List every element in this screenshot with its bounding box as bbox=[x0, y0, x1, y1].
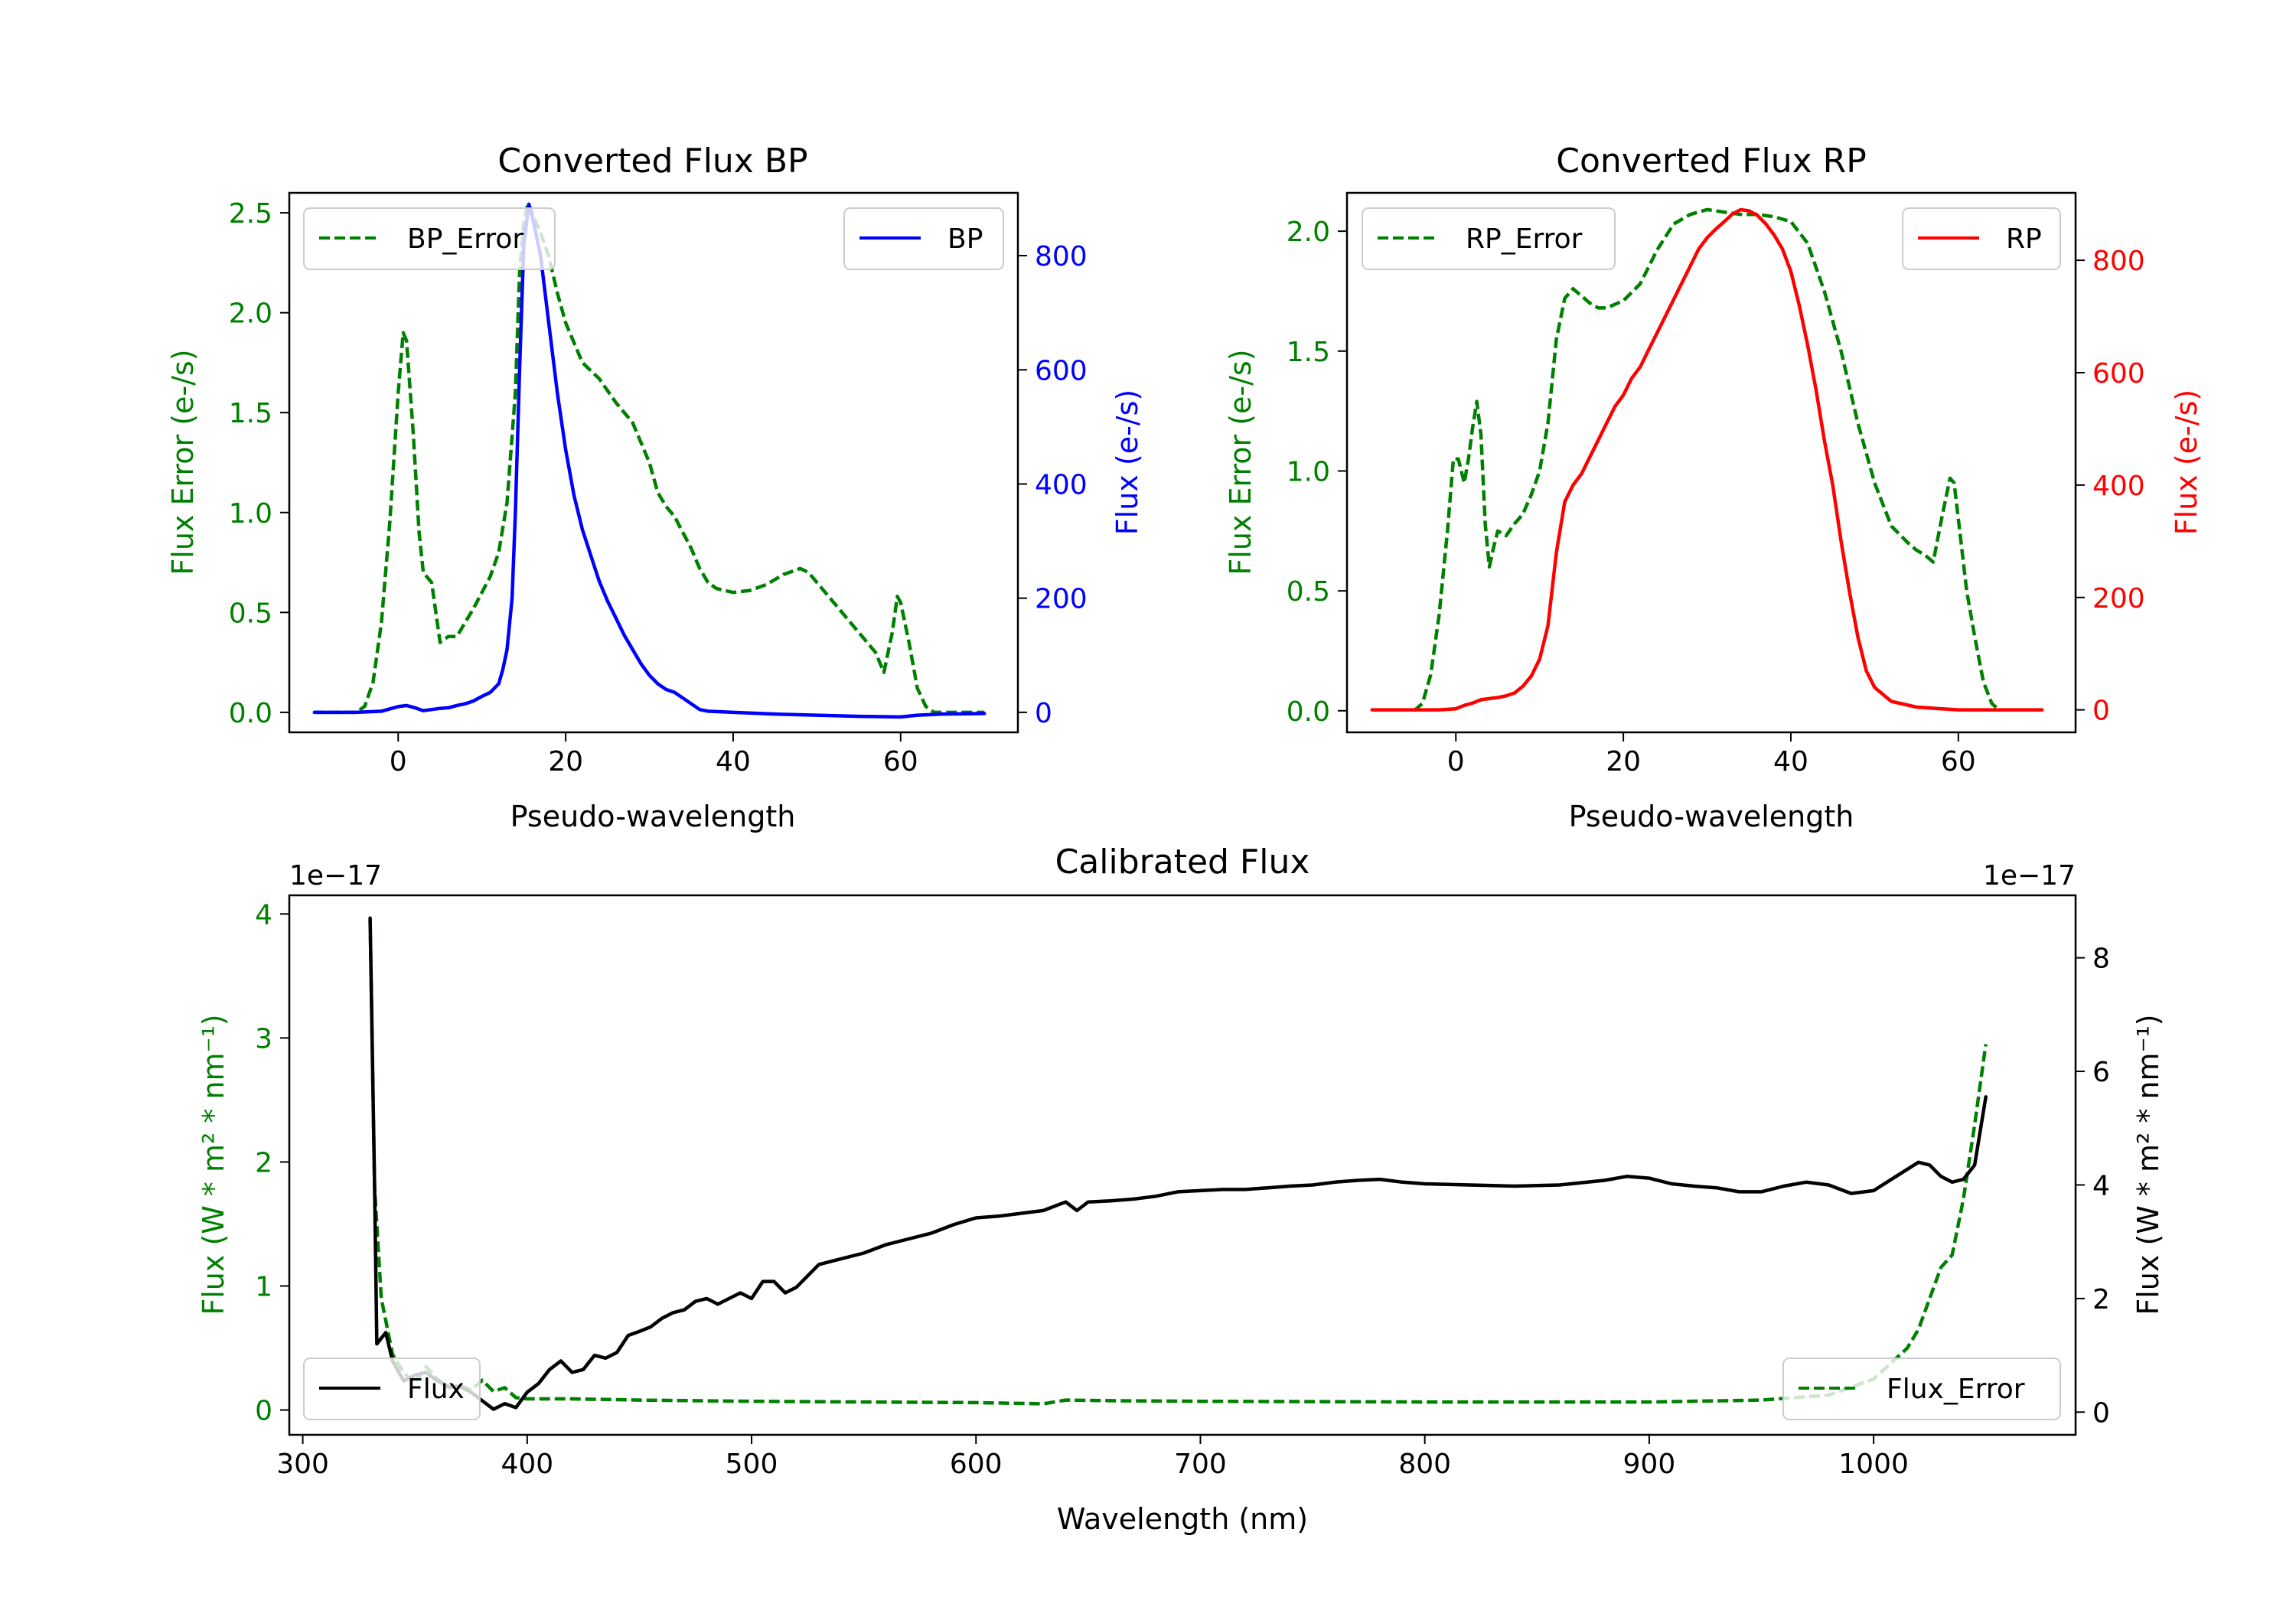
cal-ytick-left-label: 1 bbox=[255, 1272, 272, 1303]
rp-x-axis: 0 20 40 60 bbox=[1447, 732, 1976, 777]
cal-xtick-label: 800 bbox=[1398, 1449, 1451, 1480]
rp-ylabel-left: Flux Error (e-/s) bbox=[1224, 349, 1257, 575]
bp-ylabel-left: Flux Error (e-/s) bbox=[166, 349, 200, 575]
cal-series-flux bbox=[368, 916, 1988, 1411]
rp-ylabel-right: Flux (e-/s) bbox=[2170, 390, 2203, 535]
cal-xtick-label: 400 bbox=[501, 1449, 553, 1480]
bp-xtick-label: 0 bbox=[390, 746, 407, 777]
cal-xtick-label: 600 bbox=[950, 1449, 1003, 1480]
cal-ytick-right-label: 8 bbox=[2092, 944, 2110, 975]
rp-ytick-left-label: 1.5 bbox=[1287, 337, 1330, 368]
rp-xlabel: Pseudo-wavelength bbox=[1569, 800, 1854, 833]
bp-legend-error: BP_Error bbox=[303, 207, 556, 270]
rp-ytick-left-label: 1.0 bbox=[1287, 456, 1330, 487]
bp-legend-error-label: BP_Error bbox=[407, 223, 523, 255]
bp-xtick-label: 20 bbox=[548, 746, 583, 777]
rp-axes-frame bbox=[1345, 191, 2077, 734]
rp-title: Converted Flux RP bbox=[1556, 142, 1867, 181]
rp-ytick-left-label: 2.0 bbox=[1287, 217, 1330, 248]
rp-ytick-right-label: 600 bbox=[2092, 358, 2145, 390]
bp-axes-frame bbox=[288, 191, 1019, 734]
cal-legend-flux-label: Flux bbox=[407, 1374, 465, 1405]
cal-ytick-left-label: 0 bbox=[255, 1396, 272, 1427]
bp-ytick-left-label: 2.5 bbox=[229, 198, 272, 230]
rp-legend-flux: RP bbox=[1902, 207, 2061, 270]
rp-ytick-left-label: 0.0 bbox=[1287, 696, 1330, 728]
cal-y-axis-right: 0 2 4 6 8 bbox=[2076, 944, 2110, 1429]
bp-y-axis-right: 0 200 400 600 800 bbox=[1018, 241, 1088, 729]
rp-series-rp-error bbox=[1413, 207, 2001, 712]
cal-offset-right: 1e−17 bbox=[1983, 860, 2076, 892]
rp-xtick-label: 60 bbox=[1941, 746, 1976, 777]
cal-xtick-label: 300 bbox=[276, 1449, 329, 1480]
bp-ylabel-right: Flux (e-/s) bbox=[1110, 390, 1144, 535]
cal-x-axis: 300 400 500 600 700 800 900 1000 bbox=[276, 1435, 1909, 1480]
bp-y-axis-left: 0.0 0.5 1.0 1.5 2.0 2.5 bbox=[229, 198, 289, 729]
cal-xtick-label: 500 bbox=[726, 1449, 778, 1480]
cal-ytick-right-label: 4 bbox=[2092, 1170, 2110, 1201]
rp-xtick-label: 40 bbox=[1773, 746, 1808, 777]
rp-ytick-right-label: 0 bbox=[2092, 696, 2110, 727]
bp-ytick-left-label: 1.0 bbox=[229, 498, 272, 530]
rp-ytick-right-label: 200 bbox=[2092, 583, 2145, 614]
cal-ytick-left-label: 3 bbox=[255, 1023, 272, 1054]
cal-ylabel-right: Flux (W * m² * nm⁻¹) bbox=[2131, 1014, 2165, 1315]
cal-legend-error: Flux_Error bbox=[1782, 1358, 2061, 1420]
rp-legend-flux-label: RP bbox=[2006, 223, 2042, 255]
bp-ytick-right-label: 600 bbox=[1035, 355, 1088, 386]
bp-series-bp-error bbox=[314, 200, 985, 715]
bp-xtick-label: 60 bbox=[883, 746, 918, 777]
bp-x-axis: 0 20 40 60 bbox=[390, 732, 918, 777]
rp-y-axis-left: 0.0 0.5 1.0 1.5 2.0 bbox=[1287, 217, 1347, 728]
bp-plot-area bbox=[312, 200, 987, 719]
bp-legend-flux: BP bbox=[843, 207, 1004, 270]
rp-ytick-left-label: 0.5 bbox=[1287, 576, 1330, 608]
cal-ytick-right-label: 0 bbox=[2092, 1397, 2110, 1429]
cal-legend-flux: Flux bbox=[303, 1358, 481, 1420]
rp-y-axis-right: 0 200 400 600 800 bbox=[2076, 246, 2145, 727]
cal-ytick-right-label: 2 bbox=[2092, 1284, 2110, 1315]
bp-ytick-right-label: 800 bbox=[1035, 241, 1088, 272]
rp-legend-error-label: RP_Error bbox=[1466, 223, 1583, 255]
cal-ytick-right-label: 6 bbox=[2092, 1057, 2110, 1088]
bp-title: Converted Flux BP bbox=[497, 142, 807, 181]
bp-ytick-right-label: 200 bbox=[1035, 584, 1088, 615]
rp-plot-area bbox=[1370, 207, 2044, 712]
cal-ytick-left-label: 4 bbox=[255, 899, 272, 931]
rp-xtick-label: 0 bbox=[1447, 746, 1465, 777]
bp-ytick-left-label: 0.5 bbox=[229, 598, 272, 629]
rp-legend-error: RP_Error bbox=[1362, 207, 1616, 270]
cal-y-axis-left: 0 1 2 3 4 bbox=[255, 899, 289, 1427]
cal-ylabel-left: Flux (W * m² * nm⁻¹) bbox=[197, 1014, 230, 1315]
rp-xtick-label: 20 bbox=[1606, 746, 1641, 777]
cal-xlabel: Wavelength (nm) bbox=[1057, 1502, 1308, 1536]
cal-axes-frame bbox=[288, 894, 2077, 1436]
bp-legend-flux-label: BP bbox=[947, 223, 983, 255]
bp-ytick-right-label: 0 bbox=[1035, 698, 1052, 729]
panel-calibrated: Calibrated Flux 1e−17 1e−17 300 400 500 600… bbox=[197, 843, 2165, 1536]
rp-ytick-right-label: 800 bbox=[2092, 246, 2145, 277]
bp-ytick-left-label: 1.5 bbox=[229, 398, 272, 429]
cal-xtick-label: 700 bbox=[1174, 1449, 1227, 1480]
cal-title: Calibrated Flux bbox=[1055, 843, 1310, 882]
panel-bp: Converted Flux BP 0 20 40 60 0.0 0.5 1.0 1.5 2.… bbox=[166, 142, 1144, 833]
rp-ytick-right-label: 400 bbox=[2092, 471, 2145, 502]
bp-xlabel: Pseudo-wavelength bbox=[510, 800, 796, 833]
bp-ytick-left-label: 2.0 bbox=[229, 298, 272, 330]
cal-ytick-left-label: 2 bbox=[255, 1147, 272, 1178]
bp-xtick-label: 40 bbox=[716, 746, 751, 777]
rp-series-rp bbox=[1370, 207, 2044, 712]
cal-legend-error-label: Flux_Error bbox=[1887, 1374, 2025, 1405]
cal-offset-left: 1e−17 bbox=[289, 860, 382, 892]
bp-series-bp bbox=[312, 202, 987, 719]
cal-xtick-label: 1000 bbox=[1838, 1449, 1909, 1480]
cal-xtick-label: 900 bbox=[1623, 1449, 1676, 1480]
bp-ytick-left-label: 0.0 bbox=[229, 698, 272, 729]
bp-ytick-right-label: 400 bbox=[1035, 469, 1088, 500]
panel-rp: Converted Flux RP 0 20 40 60 0.0 0.5 1.0 1.5 2.… bbox=[1224, 142, 2203, 833]
